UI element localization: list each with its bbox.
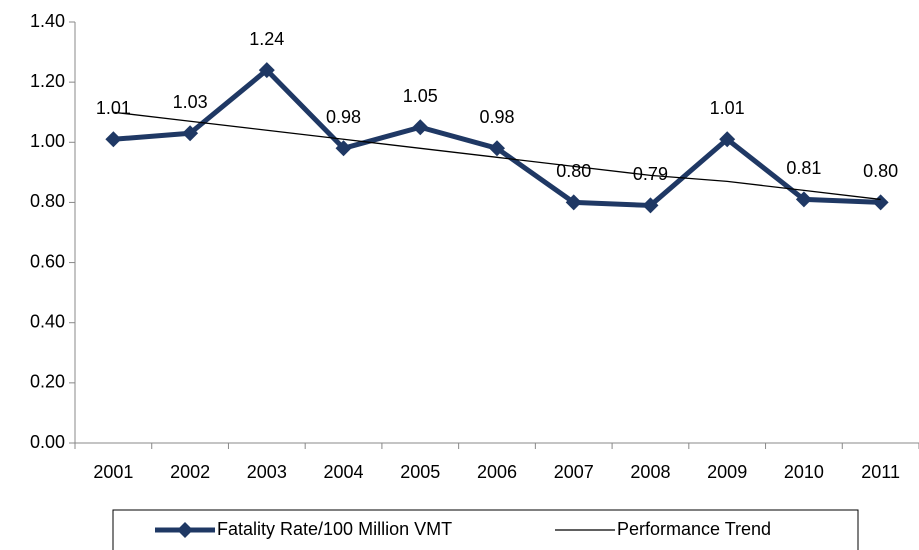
x-tick-label: 2005 <box>400 462 440 482</box>
x-tick-label: 2007 <box>554 462 594 482</box>
data-line <box>113 67 881 208</box>
marker <box>642 197 659 214</box>
x-tick-label: 2006 <box>477 462 517 482</box>
y-tick-label: 0.80 <box>30 191 65 211</box>
y-tick-label: 0.60 <box>30 251 65 271</box>
data-label: 0.81 <box>786 158 821 178</box>
data-label: 1.05 <box>403 86 438 106</box>
marker <box>489 140 505 157</box>
x-tick-label: 2008 <box>630 462 670 482</box>
data-label: 1.01 <box>96 98 131 118</box>
y-tick-label: 0.00 <box>30 432 65 452</box>
data-label: 0.79 <box>633 164 668 184</box>
x-tick-label: 2009 <box>707 462 747 482</box>
marker <box>795 191 812 208</box>
x-tick-label: 2003 <box>247 462 287 482</box>
x-tick-label: 2010 <box>784 462 824 482</box>
y-tick-label: 0.20 <box>30 372 65 392</box>
data-label: 0.80 <box>863 161 898 181</box>
marker <box>258 62 275 79</box>
y-tick-label: 1.00 <box>30 131 65 151</box>
marker <box>182 125 199 142</box>
data-label: 0.98 <box>479 107 514 127</box>
x-tick-label: 2004 <box>324 462 364 482</box>
trend-line <box>113 111 881 201</box>
legend-label: Performance Trend <box>617 519 771 539</box>
legend-box <box>112 509 859 550</box>
y-tick-label: 1.20 <box>30 71 65 91</box>
data-label: 0.80 <box>556 161 591 181</box>
x-tick-label: 2001 <box>93 462 133 482</box>
marker <box>335 140 352 157</box>
marker <box>872 194 889 211</box>
legend-marker <box>177 522 193 538</box>
marker <box>719 131 736 148</box>
data-label: 1.03 <box>173 92 208 112</box>
data-label: 0.98 <box>326 107 361 127</box>
x-tick-label: 2011 <box>861 462 900 482</box>
data-label: 1.24 <box>249 29 284 49</box>
x-tick-label: 2002 <box>170 462 210 482</box>
y-tick-label: 1.40 <box>30 11 65 31</box>
marker <box>105 131 122 148</box>
legend-label: Fatality Rate/100 Million VMT <box>217 519 452 539</box>
data-label: 1.01 <box>710 98 745 118</box>
y-tick-label: 0.40 <box>30 311 65 331</box>
marker <box>412 119 429 136</box>
marker <box>565 194 582 211</box>
